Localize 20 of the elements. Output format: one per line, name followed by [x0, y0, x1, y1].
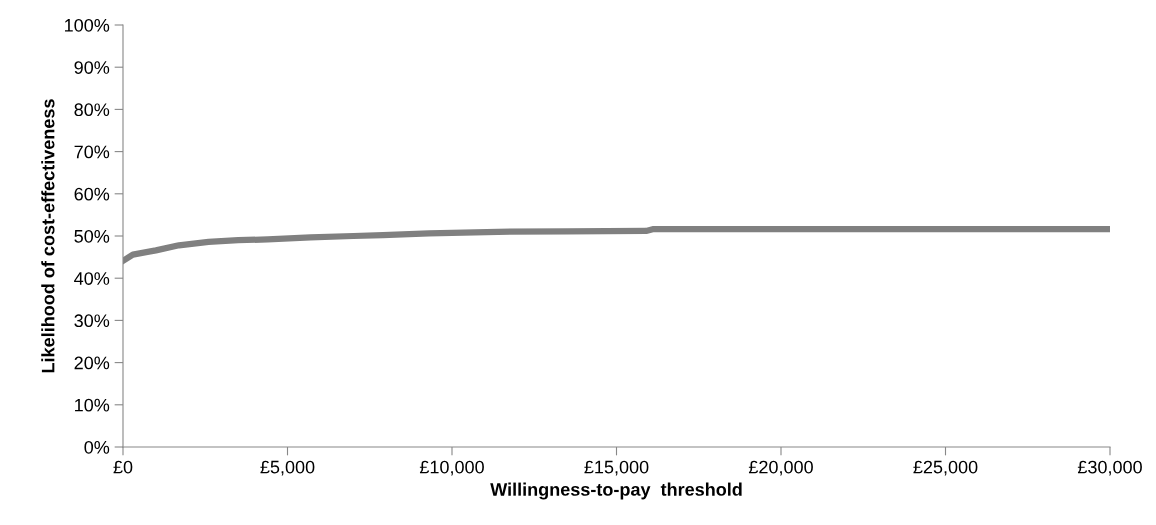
y-tick-label: 60% — [74, 187, 110, 201]
y-tick-label: 20% — [74, 356, 110, 370]
y-tick-label: 50% — [74, 229, 110, 243]
y-tick-label: 10% — [75, 398, 110, 412]
y-tick-label: 40% — [74, 272, 110, 285]
x-tick-label: £15,000 — [584, 460, 649, 476]
y-tick-label: 100% — [65, 18, 110, 32]
x-tick-label: £10,000 — [419, 460, 484, 476]
y-tick-label: 80% — [74, 103, 110, 117]
y-axis-title: Likelihood of cost-effectiveness — [41, 99, 55, 373]
y-tick-label: 70% — [74, 145, 110, 159]
x-tick-label: £5,000 — [260, 460, 315, 476]
x-tick-label: £20,000 — [748, 460, 813, 476]
y-tick-label: 30% — [74, 314, 110, 328]
x-tick-label: £0 — [113, 460, 133, 474]
x-tick-label: £25,000 — [913, 460, 978, 476]
x-tick-label: £30,000 — [1077, 460, 1142, 476]
x-axis-title: Willingness-to-pay threshold — [490, 482, 742, 500]
y-tick-label: 90% — [74, 61, 110, 74]
y-tick-label: 0% — [84, 440, 110, 454]
